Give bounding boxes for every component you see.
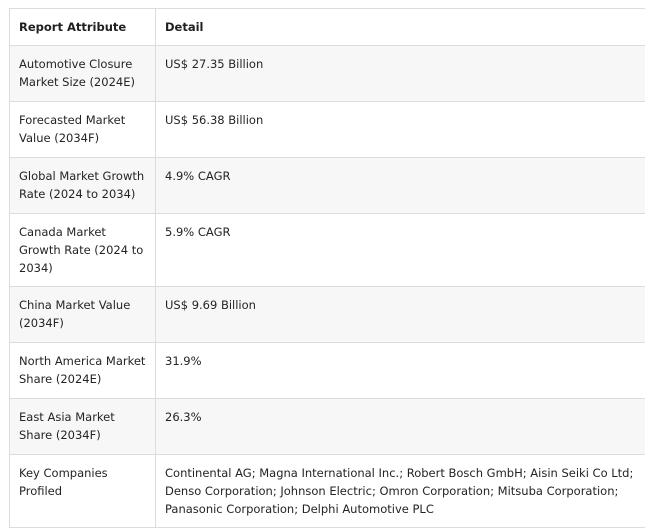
detail-cell: Continental AG; Magna International Inc.… — [156, 455, 645, 528]
table-row: Automotive Closure Market Size (2024E) U… — [10, 46, 645, 102]
table-row: Canada Market Growth Rate (2024 to 2034)… — [10, 214, 645, 287]
header-report-attribute: Report Attribute — [10, 9, 156, 46]
detail-cell: 5.9% CAGR — [156, 214, 645, 287]
detail-cell: US$ 27.35 Billion — [156, 46, 645, 102]
report-attribute-table: Report Attribute Detail Automotive Closu… — [9, 8, 645, 528]
attribute-cell: Canada Market Growth Rate (2024 to 2034) — [10, 214, 156, 287]
table-row: Key Companies Profiled Continental AG; M… — [10, 455, 645, 528]
table-header-row: Report Attribute Detail — [10, 9, 645, 46]
header-detail: Detail — [156, 9, 645, 46]
attribute-cell: North America Market Share (2024E) — [10, 343, 156, 399]
attribute-cell: Key Companies Profiled — [10, 455, 156, 528]
table-row: Global Market Growth Rate (2024 to 2034)… — [10, 158, 645, 214]
attribute-cell: East Asia Market Share (2034F) — [10, 399, 156, 455]
table-row: East Asia Market Share (2034F) 26.3% — [10, 399, 645, 455]
attribute-cell: Automotive Closure Market Size (2024E) — [10, 46, 156, 102]
table-row: Forecasted Market Value (2034F) US$ 56.3… — [10, 102, 645, 158]
attribute-cell: China Market Value (2034F) — [10, 287, 156, 343]
detail-cell: 4.9% CAGR — [156, 158, 645, 214]
detail-cell: 26.3% — [156, 399, 645, 455]
attribute-cell: Forecasted Market Value (2034F) — [10, 102, 156, 158]
detail-cell: US$ 56.38 Billion — [156, 102, 645, 158]
table-row: North America Market Share (2024E) 31.9% — [10, 343, 645, 399]
table-row: China Market Value (2034F) US$ 9.69 Bill… — [10, 287, 645, 343]
attribute-cell: Global Market Growth Rate (2024 to 2034) — [10, 158, 156, 214]
detail-cell: US$ 9.69 Billion — [156, 287, 645, 343]
detail-cell: 31.9% — [156, 343, 645, 399]
